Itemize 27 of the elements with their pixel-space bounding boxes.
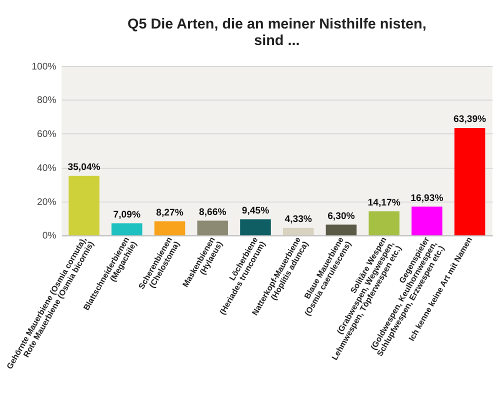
data-label: 63,39% [454, 114, 487, 126]
bar [282, 228, 314, 236]
y-tick-label: 60% [37, 129, 57, 140]
bar [112, 223, 142, 236]
data-label: 4,33% [284, 214, 312, 226]
data-label: 9,45% [242, 205, 270, 216]
bar [68, 176, 100, 236]
y-tick-label: 0% [42, 230, 57, 242]
bar [412, 206, 442, 236]
chart-title: Q5 Die Arten, die an meiner Nisthilfe nisten, sind ... [127, 16, 426, 49]
bar [154, 221, 186, 236]
data-label: 16,93% [410, 192, 444, 204]
bar [368, 211, 400, 236]
bar [197, 220, 228, 236]
y-tick-label: 40% [37, 162, 57, 174]
data-label: 35,04% [68, 162, 101, 174]
y-tick-label: 20% [37, 196, 57, 208]
data-label: 8,27% [156, 207, 184, 218]
data-label: 8,66% [199, 206, 227, 218]
bar [326, 224, 357, 236]
data-label: 7,09% [113, 209, 141, 220]
bar [240, 219, 271, 236]
data-label: 14,17% [368, 197, 401, 208]
y-tick-label: 80% [37, 95, 57, 106]
data-label: 6,30% [328, 210, 356, 222]
y-tick-label: 100% [32, 61, 57, 72]
bar [454, 128, 486, 236]
